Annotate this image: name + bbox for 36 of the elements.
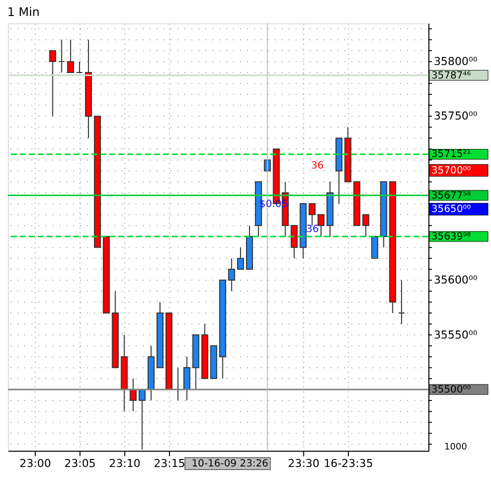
y-tick-label: 35750⁰⁰ [434,110,478,123]
ref-line-label: 35677⁵⁸ [431,190,471,202]
ref-line-label: 35639⁹⁸ [431,231,471,242]
annotation: 36 [311,160,324,172]
candlestick [318,214,325,237]
candlestick [58,39,66,73]
candlestick [49,50,56,117]
candlestick [308,203,316,226]
x-tick-label: 23:15 [154,457,186,470]
candlestick [76,61,83,73]
candlestick [130,378,137,412]
text: 1000 [444,442,468,453]
y-tick-label: 35550⁰⁰ [434,328,478,342]
x-tick-label: 23:05 [64,457,96,470]
chart-title: 1 Min [7,4,40,19]
candlestick [67,39,74,73]
y-tick-label: 35800⁰⁰ [434,55,478,68]
x-tick-label: 16-23:35 [324,457,374,470]
text: 10-16-09 23:26 [192,458,268,470]
candlestick [237,246,244,270]
candlestick [228,258,236,292]
candlestick [371,236,378,259]
candlestick [138,388,146,450]
ref-line-label: 35715²¹ [431,149,471,160]
candlestick [362,214,370,237]
y-tick-label: 35600⁰⁰ [434,274,478,287]
ref-line-label: 35787⁴⁶ [431,70,471,82]
text: 35700⁰⁰ [431,165,471,176]
candlestick [398,280,406,324]
text: 35650⁰⁰ [431,204,471,216]
annotation: 36 [306,224,319,236]
x-tick-label: 23:00 [20,457,52,470]
x-tick-label: 23:10 [109,457,141,470]
ref-line-label: 35500⁰⁰ [431,384,471,396]
x-tick-label: 23:30 [288,457,320,470]
candlestick [183,356,190,401]
